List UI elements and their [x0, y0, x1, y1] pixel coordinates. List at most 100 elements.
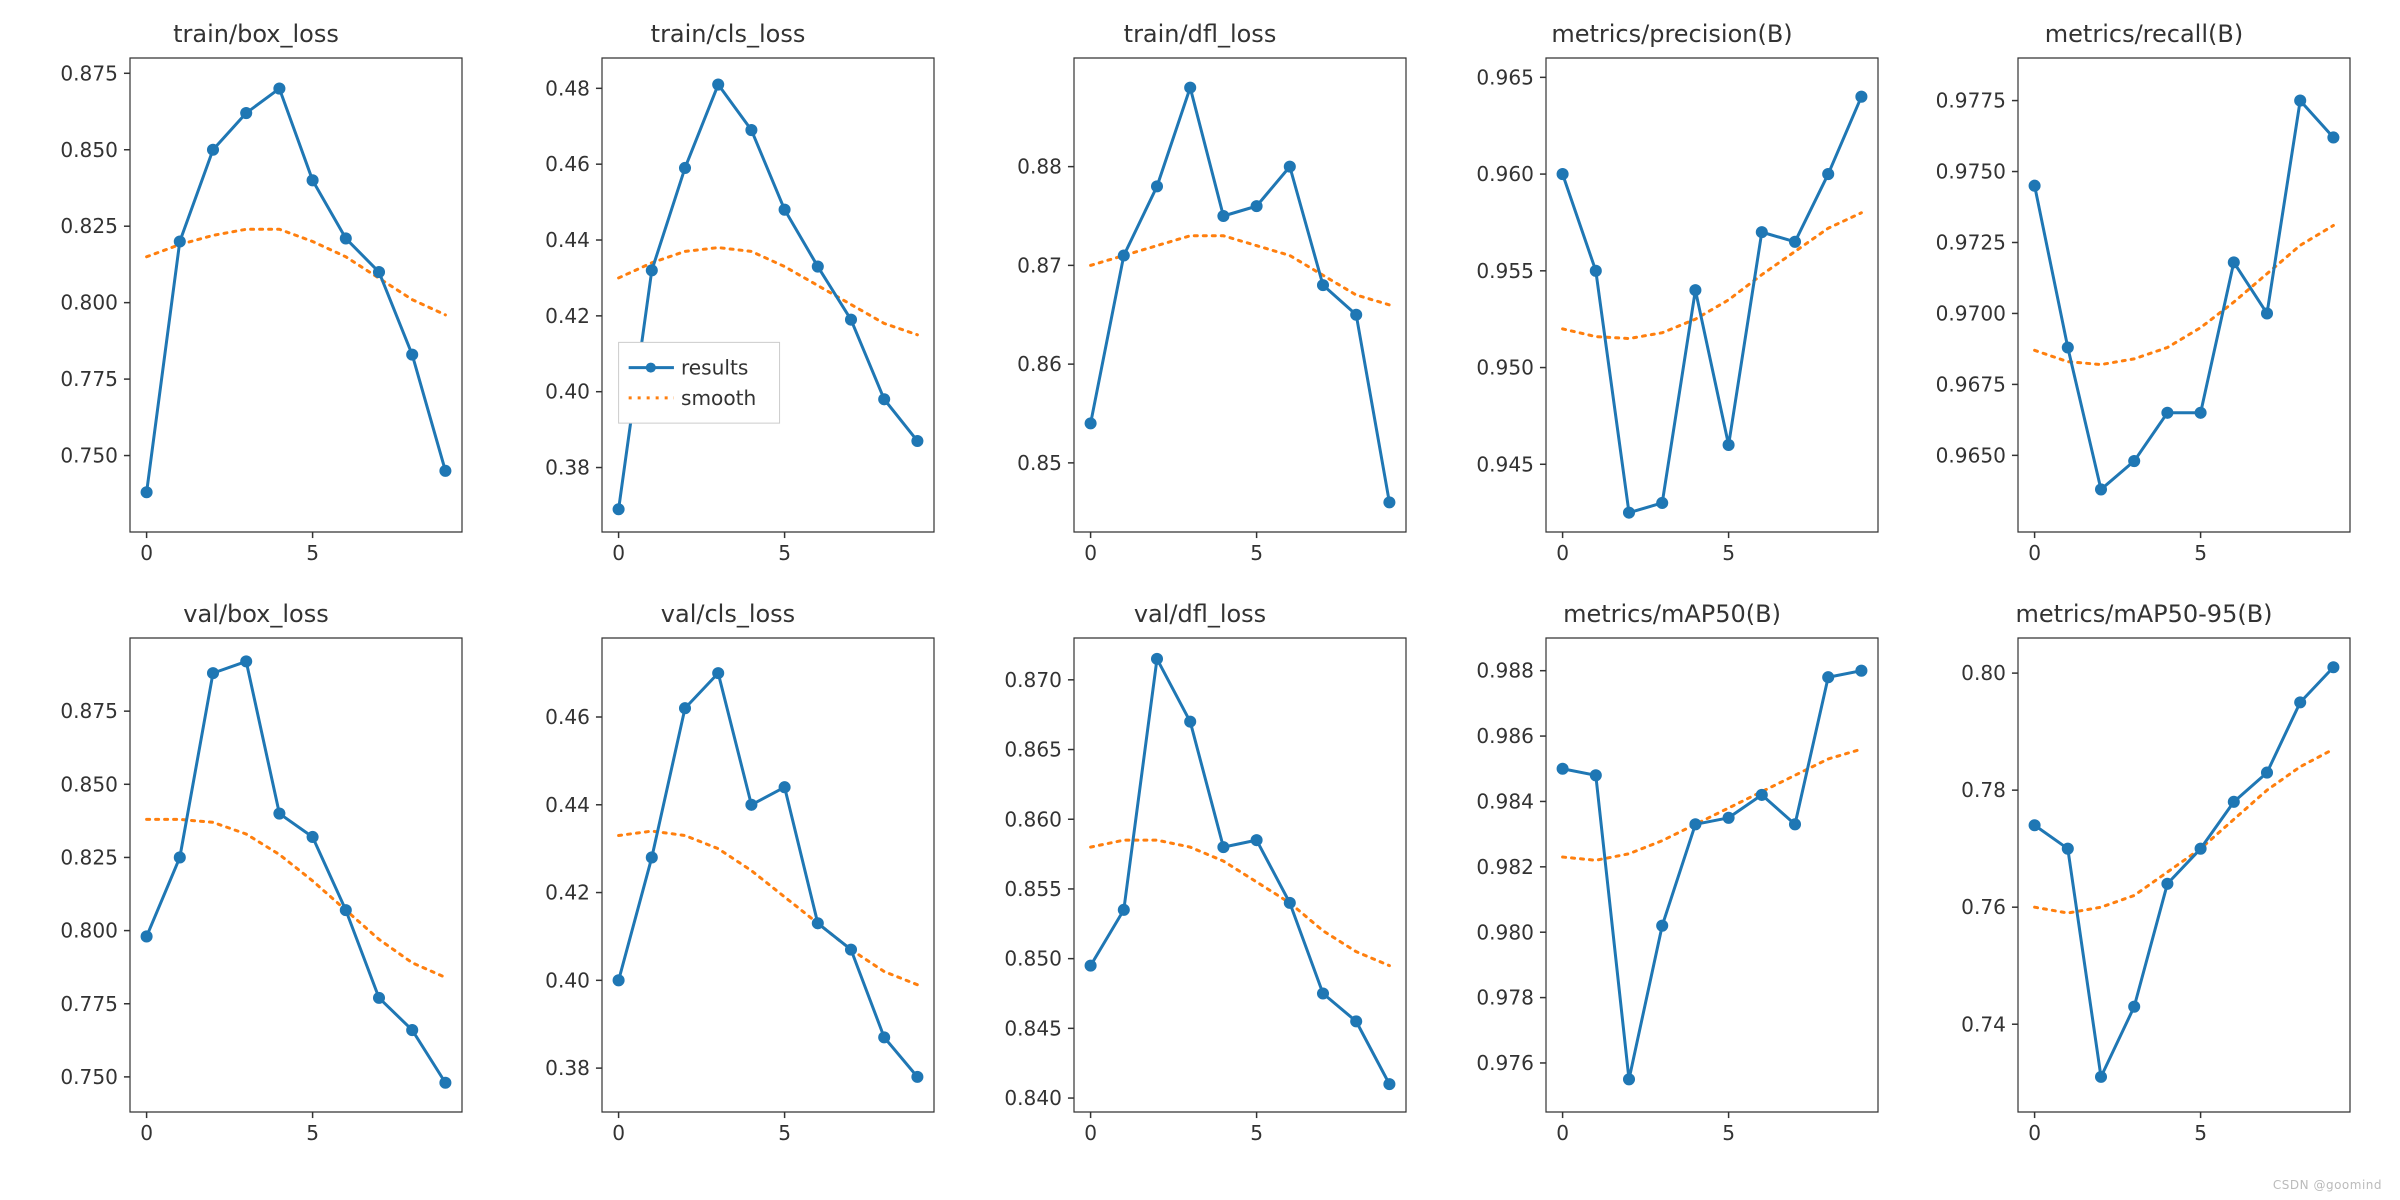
- results-marker: [1351, 1016, 1361, 1026]
- results-marker: [341, 905, 351, 915]
- results-marker: [2096, 1072, 2106, 1082]
- ytick-label: 0.48: [545, 76, 590, 100]
- ytick-label: 0.860: [1004, 807, 1062, 831]
- xtick-label: 0: [612, 1121, 625, 1145]
- results-marker: [1318, 988, 1328, 998]
- ytick-label: 0.825: [60, 845, 118, 869]
- ytick-label: 0.976: [1476, 1051, 1534, 1075]
- panel-8: metrics/mAP50(B)050.9760.9780.9800.9820.…: [1456, 600, 1888, 1160]
- axes: 050.850.860.870.88: [1017, 58, 1406, 565]
- axes: 050.380.400.420.440.46: [545, 638, 934, 1145]
- results-marker: [1086, 961, 1096, 971]
- legend-swatch-marker: [646, 363, 656, 373]
- results-marker: [2328, 662, 2338, 672]
- ytick-label: 0.40: [545, 968, 590, 992]
- results-marker: [2030, 181, 2040, 191]
- results-marker: [1591, 770, 1601, 780]
- panel-title: metrics/precision(B): [1456, 20, 1888, 48]
- plot-svg: 050.740.760.780.80: [2018, 638, 2350, 1112]
- plot-svg: 050.380.400.420.440.460.48resultssmooth: [602, 58, 934, 532]
- ytick-label: 0.76: [1961, 895, 2006, 919]
- results-marker: [208, 145, 218, 155]
- results-marker: [2295, 96, 2305, 106]
- xtick-label: 0: [2028, 541, 2041, 565]
- panel-title: val/cls_loss: [512, 600, 944, 628]
- panel-title: val/dfl_loss: [984, 600, 1416, 628]
- panel-title: metrics/recall(B): [1928, 20, 2360, 48]
- results-marker: [1790, 237, 1800, 247]
- xtick-label: 0: [140, 541, 153, 565]
- results-marker: [175, 852, 185, 862]
- panel-3: metrics/precision(B) 050.9450.9500.9550.9…: [1456, 20, 1888, 580]
- results-marker: [912, 436, 922, 446]
- axes: 050.7500.7750.8000.8250.8500.875: [60, 58, 462, 565]
- xtick-label: 5: [306, 1121, 319, 1145]
- ytick-label: 0.845: [1004, 1016, 1062, 1040]
- ytick-label: 0.74: [1961, 1012, 2006, 1036]
- results-marker: [2229, 797, 2239, 807]
- ytick-label: 0.80: [1961, 661, 2006, 685]
- results-marker: [713, 80, 723, 90]
- results-marker: [1119, 250, 1129, 260]
- results-marker: [1285, 898, 1295, 908]
- ytick-label: 0.870: [1004, 668, 1062, 692]
- results-marker: [1823, 672, 1833, 682]
- results-marker: [746, 125, 756, 135]
- plot-svg: 050.9760.9780.9800.9820.9840.9860.988: [1546, 638, 1878, 1112]
- results-marker: [1724, 813, 1734, 823]
- xtick-label: 0: [2028, 1121, 2041, 1145]
- axes: 050.8400.8450.8500.8550.8600.8650.870: [1004, 638, 1406, 1145]
- axes: 050.96500.96750.97000.97250.97500.9775: [1936, 58, 2350, 565]
- watermark: CSDN @goomind: [2273, 1178, 2382, 1192]
- results-marker: [1384, 497, 1394, 507]
- plot-svg: 050.9450.9500.9550.9600.965: [1546, 58, 1878, 532]
- ytick-label: 0.955: [1476, 259, 1534, 283]
- xtick-label: 5: [778, 1121, 791, 1145]
- results-marker: [1690, 285, 1700, 295]
- results-marker: [374, 993, 384, 1003]
- results-marker: [2196, 408, 2206, 418]
- results-marker: [241, 656, 251, 666]
- results-marker: [2129, 456, 2139, 466]
- results-marker: [1351, 310, 1361, 320]
- results-marker: [1624, 1074, 1634, 1084]
- results-marker: [846, 315, 856, 325]
- panel-6: val/cls_loss 050.380.400.420.440.46: [512, 600, 944, 1160]
- xtick-label: 0: [1556, 1121, 1569, 1145]
- results-marker: [2030, 820, 2040, 830]
- results-marker: [2262, 308, 2272, 318]
- results-marker: [1823, 169, 1833, 179]
- figure: train/box_loss050.7500.7750.8000.8250.85…: [0, 0, 2400, 1200]
- results-line: [2035, 667, 2334, 1077]
- results-marker: [1285, 162, 1295, 172]
- smooth-line: [619, 248, 918, 335]
- results-marker: [407, 350, 417, 360]
- results-marker: [2063, 844, 2073, 854]
- results-marker: [614, 504, 624, 514]
- results-line: [147, 661, 446, 1082]
- panel-2: train/dfl_loss050.850.860.870.88: [984, 20, 1416, 580]
- ytick-label: 0.960: [1476, 162, 1534, 186]
- results-marker: [1724, 440, 1734, 450]
- results-marker: [142, 931, 152, 941]
- xtick-label: 5: [778, 541, 791, 565]
- results-marker: [1086, 418, 1096, 428]
- plot-svg: 050.380.400.420.440.46: [602, 638, 934, 1112]
- results-marker: [175, 236, 185, 246]
- xtick-label: 5: [1722, 541, 1735, 565]
- ytick-label: 0.9650: [1936, 443, 2006, 467]
- results-marker: [1856, 666, 1866, 676]
- panel-grid: train/box_loss050.7500.7750.8000.8250.85…: [40, 20, 2360, 1160]
- xtick-label: 5: [306, 541, 319, 565]
- smooth-line: [1563, 749, 1862, 860]
- axes: 0 5 0.74 0.76 0.78 0.80: [1961, 638, 2350, 1145]
- xtick-label: 5: [1722, 1121, 1735, 1145]
- axes: 050.7500.7750.8000.8250.8500.875: [60, 638, 462, 1145]
- axes: 050.9760.9780.9800.9820.9840.9860.988: [1476, 638, 1878, 1145]
- panel-5: val/box_loss050.7500.7750.8000.8250.8500…: [40, 600, 472, 1160]
- ytick-label: 0.800: [60, 291, 118, 315]
- smooth-line: [1091, 236, 1390, 305]
- smooth-line: [2035, 225, 2334, 364]
- xtick-label: 5: [2194, 1121, 2207, 1145]
- ytick-label: 0.78: [1961, 778, 2006, 802]
